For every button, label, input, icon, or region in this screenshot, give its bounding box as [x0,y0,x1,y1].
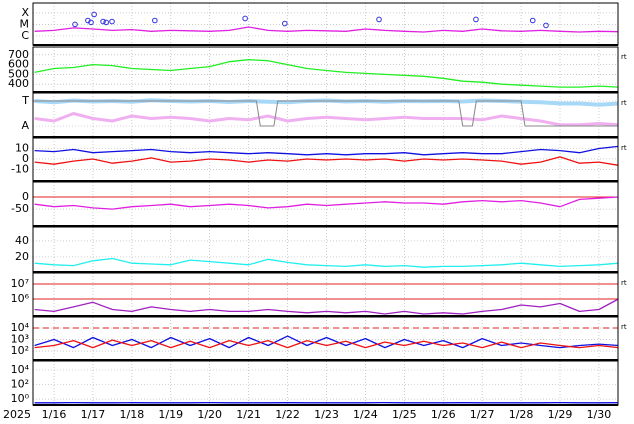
y-tick-label: -50 [11,202,29,215]
data-line [34,145,619,156]
year-label: 2025 [3,408,31,421]
y-tick-label: -10 [11,162,29,175]
panel-frame [32,181,619,227]
y-tick-label: 400 [8,77,29,90]
y-tick-label: C [21,29,29,42]
x-tick-label: 1/23 [314,408,339,421]
y-tick-label: A [21,119,29,132]
x-tick-label: 1/18 [120,408,145,421]
realtime-badge: rt [621,323,627,331]
data-line [34,26,619,33]
realtime-badge: rt [621,99,627,107]
y-tick-label: 10⁴ [11,321,30,334]
y-tick-label: 0 [22,190,29,203]
x-tick-label: 1/24 [353,408,378,421]
x-tick-label: 1/26 [431,408,456,421]
y-tick-label: 10⁴ [11,363,30,376]
data-line [34,196,619,210]
data-line [34,257,619,268]
data-line [33,100,618,127]
flare-marker [103,19,109,26]
flare-marker [529,17,536,24]
flare-marker [473,16,479,23]
realtime-badge: rt [621,279,627,287]
flare-marker [376,16,382,23]
y-tick-label: 500 [8,67,29,80]
x-tick-label: 1/25 [392,408,417,421]
flare-marker [543,22,549,29]
flare-marker [91,11,97,18]
x-tick-label: 1/20 [197,408,222,421]
y-tick-label: 10⁶ [11,292,30,305]
y-tick-label: X [21,6,29,19]
y-tick-label: 10⁷ [11,277,29,290]
x-tick-label: 1/16 [42,408,67,421]
flare-marker [152,17,158,24]
y-tick-label: M [20,17,30,30]
y-tick-label: 10³ [11,333,29,346]
x-tick-label: 1/27 [470,408,495,421]
y-tick-label: 20 [15,250,29,263]
realtime-badge: rt [621,53,627,61]
y-tick-label: 10² [11,378,29,391]
flare-marker [242,15,248,22]
x-tick-label: 1/17 [81,408,106,421]
x-tick-label: 1/19 [158,408,183,421]
y-tick-label: T [21,94,29,107]
data-line [34,156,619,166]
y-tick-label: 600 [8,58,29,71]
data-line [34,59,619,88]
y-tick-label: 700 [8,48,29,61]
data-line [34,298,619,315]
flare-marker [88,19,94,26]
flare-marker [72,21,78,28]
y-tick-label: 40 [15,234,29,247]
x-tick-label: 1/22 [275,408,300,421]
x-tick-label: 1/29 [548,408,573,421]
y-tick-label: 10² [11,344,29,357]
flare-marker [282,20,288,27]
panel-frame [32,272,619,317]
flare-marker [100,18,106,25]
x-tick-label: 1/28 [509,408,534,421]
x-tick-label: 1/21 [236,408,261,421]
data-line [34,335,619,349]
y-tick-label: 0 [22,152,29,165]
y-tick-label: 10⁰ [11,392,30,405]
flare-marker [109,18,115,25]
data-line [34,112,619,127]
y-tick-label: 10 [15,141,29,154]
panel-frame [32,360,619,406]
data-line [34,339,619,349]
realtime-badge: rt [621,144,627,152]
panel-frame [32,2,619,46]
x-tick-label: 1/30 [587,408,612,421]
